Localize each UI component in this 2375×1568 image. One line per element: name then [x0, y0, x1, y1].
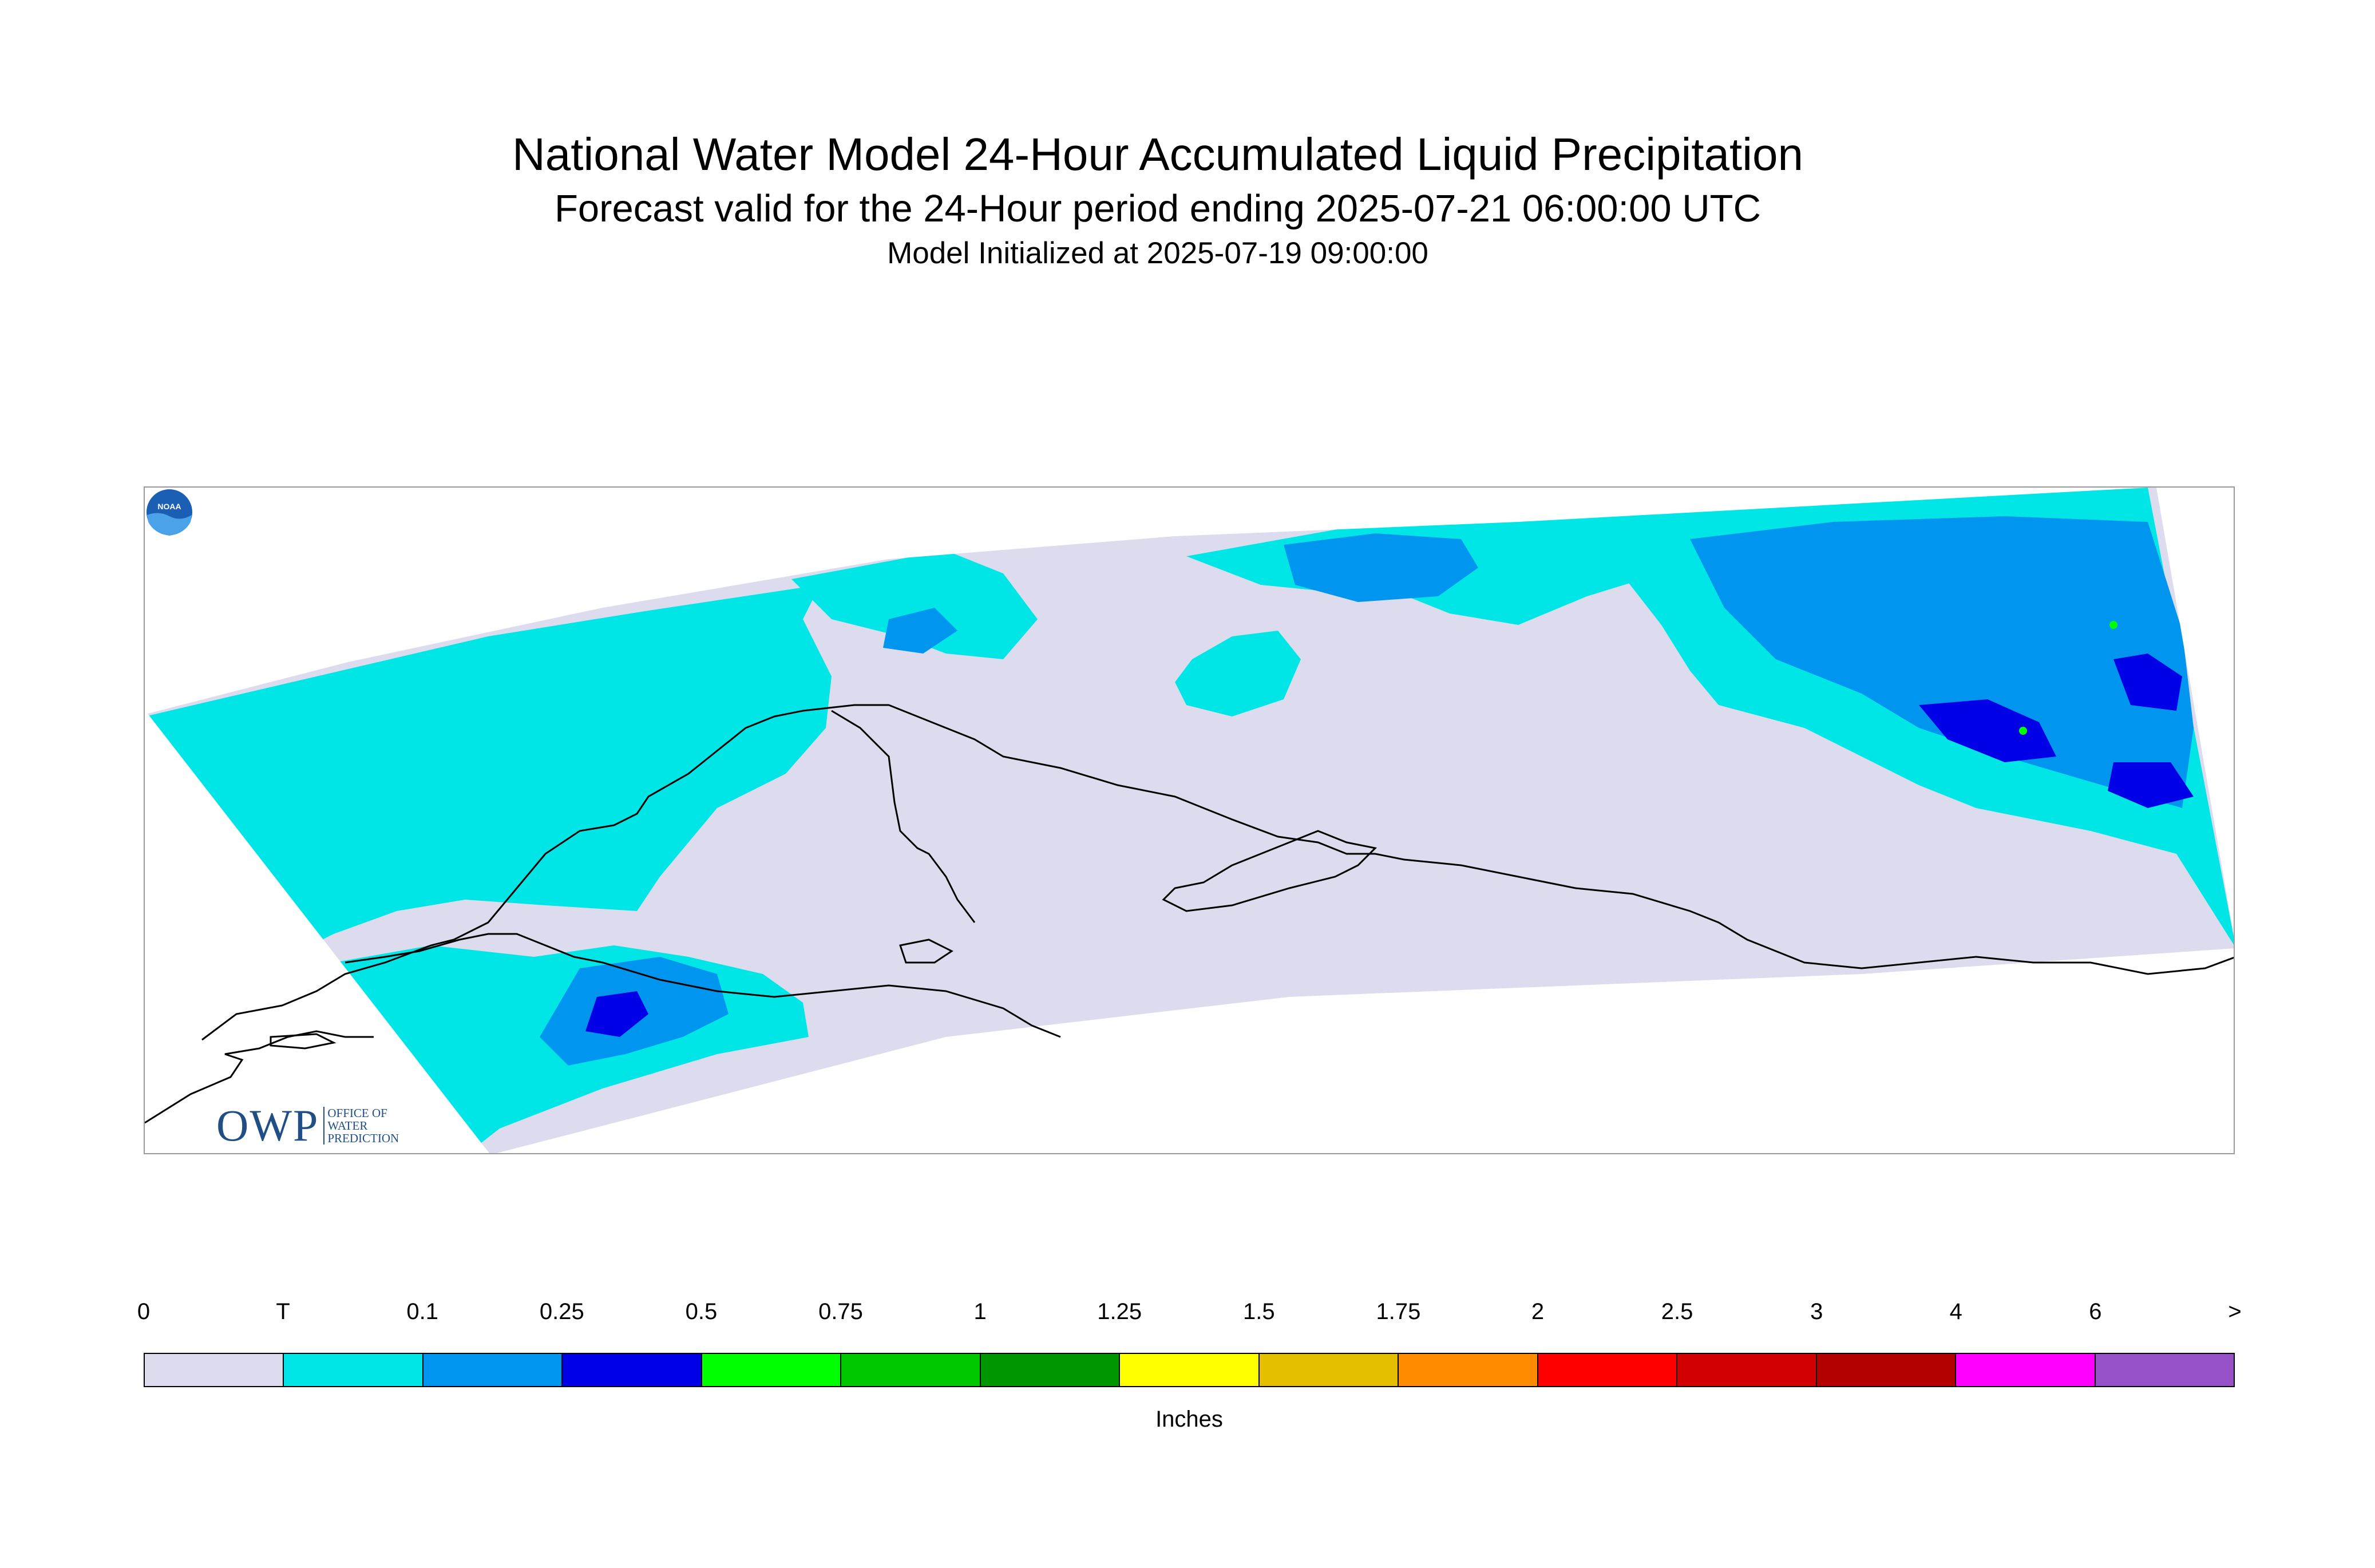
coastline-inner: [831, 710, 976, 923]
island-outline: [270, 1033, 337, 1050]
legend-tick-label: 1: [973, 1299, 987, 1324]
moderate-precip-east-2: [2113, 654, 2182, 711]
coastline-islands: [1162, 830, 1378, 912]
legend-units: Inches: [1155, 1407, 1223, 1432]
legend-swatch: [1538, 1354, 1678, 1386]
coastline-main: [201, 704, 2234, 1041]
legend-swatch: [980, 1354, 1121, 1386]
moderate-precip-southwest: [585, 991, 648, 1037]
legend-swatch: [1399, 1354, 1538, 1386]
legend-swatch: [841, 1354, 981, 1386]
noaa-logo-text: NOAA: [157, 502, 181, 511]
heavy-precip-spot: [2019, 727, 2027, 735]
legend-tick-label: 2: [1531, 1299, 1545, 1324]
legend-swatch: [1120, 1354, 1260, 1386]
model-init-time: Model Initialized at 2025-07-19 09:00:00: [887, 236, 1428, 270]
moderate-precip-east-3: [2108, 762, 2194, 808]
legend-tick-label: >: [2228, 1299, 2242, 1324]
owp-logo-letters: OWP: [216, 1100, 319, 1150]
owp-logo-line: OFFICE OF: [327, 1106, 387, 1120]
map-subtitle: Forecast valid for the 24-Hour period en…: [554, 187, 1761, 230]
legend-tick-label: 0.5: [685, 1299, 718, 1324]
legend-tick-label: 4: [1949, 1299, 1962, 1324]
legend-tick-label: 1.25: [1097, 1299, 1142, 1324]
legend-tick-label: 0.75: [818, 1299, 863, 1324]
precip-legend: 0 T 0.1 0.25 0.5 0.75 1 1.25 1.5 1.75 2 2.5 3 4 6 > Inc…: [137, 1299, 2242, 1448]
map-title: National Water Model 24-Hour Accumulated…: [512, 129, 1803, 180]
moderate-precip-east: [1919, 699, 2056, 762]
legend-tick-label: 0.25: [539, 1299, 584, 1324]
legend-swatch: [1677, 1354, 1817, 1386]
legend-swatch: [1956, 1354, 2096, 1386]
legend-swatch: [1259, 1354, 1399, 1386]
legend-swatch: [1816, 1354, 1957, 1386]
coastlines: [145, 704, 2234, 1124]
map-canvas: [145, 488, 2234, 1153]
coastline-peninsula: [345, 933, 1061, 1038]
precipitation-map: OWP OFFICE OF WATER PREDICTION NOAA: [144, 486, 2235, 1154]
light-precip-small: [883, 608, 957, 654]
heavy-precip-spot: [2109, 621, 2117, 629]
legend-swatch: [2095, 1354, 2234, 1386]
title-block: National Water Model 24-Hour Accumulated…: [0, 126, 2315, 272]
owp-logo-subtitle: OFFICE OF WATER PREDICTION: [323, 1107, 399, 1145]
legend-swatch: [145, 1354, 284, 1386]
legend-swatch: [702, 1354, 842, 1386]
legend-swatch: [563, 1354, 702, 1386]
lake-outline: [899, 939, 953, 964]
legend-tick-label: 3: [1810, 1299, 1823, 1324]
legend-tick-label: 1.75: [1376, 1299, 1421, 1324]
legend-tick-label: 1.5: [1242, 1299, 1275, 1324]
legend-tick-label: 0: [137, 1299, 151, 1324]
coastline-west: [145, 1030, 374, 1124]
trace-precip-north: [791, 551, 1038, 659]
light-precip-central: [1284, 533, 1478, 602]
legend-colorbar: [144, 1353, 2235, 1387]
legend-tick-label: 6: [2089, 1299, 2102, 1324]
owp-logo-line: PREDICTION: [327, 1131, 399, 1145]
legend-tick-label: 0.1: [406, 1299, 438, 1324]
trace-precip-west: [148, 585, 832, 957]
light-precip-east-band: [1690, 516, 2194, 808]
legend-tick-label: 2.5: [1661, 1299, 1693, 1324]
legend-swatch: [423, 1354, 563, 1386]
noaa-logo: NOAA: [145, 488, 193, 536]
owp-logo: OWP OFFICE OF WATER PREDICTION: [216, 1100, 399, 1150]
legend-swatch: [284, 1354, 423, 1386]
legend-tick-label: T: [276, 1299, 290, 1324]
trace-precip-cell: [1175, 631, 1301, 716]
owp-logo-line: WATER: [327, 1119, 368, 1133]
